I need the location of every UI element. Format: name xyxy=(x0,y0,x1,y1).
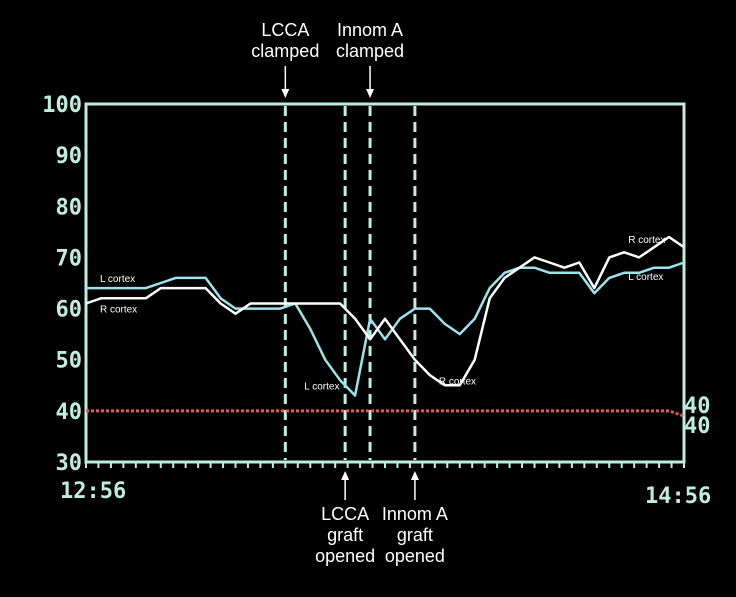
annotation-bottom-text: LCCA xyxy=(321,504,369,524)
series-line-2 xyxy=(86,409,685,418)
series-line-1 xyxy=(85,235,685,387)
series-lines xyxy=(85,235,685,418)
annotation-bottom-arrowhead xyxy=(341,471,350,480)
y-tick-label: 100 xyxy=(42,93,82,118)
annotation-bottom-text: opened xyxy=(315,546,375,566)
annotation-top-text: LCCA xyxy=(261,20,309,40)
annotation-top-text: clamped xyxy=(336,41,404,61)
y-tick-label: 40 xyxy=(56,400,83,425)
y-tick-label: 90 xyxy=(56,144,83,169)
annotation-top-text: clamped xyxy=(251,41,319,61)
annotation-bottom-text: graft xyxy=(397,525,433,545)
series-line-0 xyxy=(86,261,685,397)
series-labels: L cortex R cortex L cortex R cortex R cortex… xyxy=(100,235,665,392)
event-lines xyxy=(283,106,417,460)
x-start-label: 12:56 xyxy=(60,479,126,504)
annotation-bottom-text: graft xyxy=(327,525,363,545)
series-label: L cortex xyxy=(628,272,663,283)
right-label-2: 40 xyxy=(684,414,711,439)
x-axis-ticks xyxy=(85,462,685,468)
annotation-top-arrowhead xyxy=(281,89,290,98)
series-label: L cortex xyxy=(100,274,135,285)
y-tick-label: 80 xyxy=(56,195,83,220)
series-label: R cortex xyxy=(439,376,476,387)
series-label: L cortex xyxy=(304,381,339,392)
series-label: R cortex xyxy=(100,305,137,316)
y-axis-tick-labels: 30 40 50 60 70 80 90 100 xyxy=(42,93,82,476)
y-tick-label: 30 xyxy=(56,451,83,476)
x-end-label: 14:56 xyxy=(645,484,711,509)
y-tick-label: 70 xyxy=(56,246,83,271)
y-tick-label: 60 xyxy=(56,298,83,323)
series-label: R cortex xyxy=(628,235,665,246)
annotation-top-arrowhead xyxy=(366,89,375,98)
annotation-top-text: Innom A xyxy=(337,20,403,40)
plot-frame xyxy=(84,102,686,464)
annotation-bottom-text: Innom A xyxy=(382,504,448,524)
right-label-1: 40 xyxy=(684,394,711,419)
annotation-bottom-arrowhead xyxy=(410,471,419,480)
y-tick-label: 50 xyxy=(56,349,83,374)
annotation-bottom-text: opened xyxy=(385,546,445,566)
